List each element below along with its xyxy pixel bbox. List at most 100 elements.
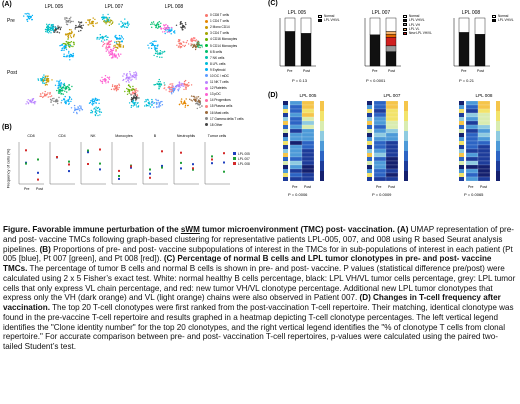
umap-legend-item: 6 B cells <box>205 49 261 55</box>
umap-point <box>107 42 110 44</box>
figure-caption: Figure. Favorable immune perturbation of… <box>3 225 517 352</box>
umap-point <box>105 50 107 52</box>
colorbar-segment <box>404 121 408 131</box>
umap-point <box>30 16 32 19</box>
umap-point <box>127 90 129 93</box>
bar-chart-007: Pre Post <box>359 16 403 76</box>
umap-point <box>132 105 134 107</box>
umap-point <box>97 114 99 117</box>
umap-point <box>151 98 153 101</box>
colorbar-segment <box>320 101 324 111</box>
dotplot-point <box>192 168 194 171</box>
umap-point <box>128 90 131 93</box>
umap-point <box>40 93 42 95</box>
umap-point <box>25 103 27 105</box>
umap-point <box>58 32 61 34</box>
umap-point <box>191 40 193 42</box>
umap-point <box>105 45 108 47</box>
heatmap-cell <box>373 112 387 118</box>
umap-point <box>185 23 187 26</box>
umap-point <box>125 78 127 80</box>
clone-id-swatch <box>283 141 288 145</box>
heatmap-cell <box>385 164 399 170</box>
bar-legend-005: Normal LPL VH/VL <box>318 14 340 23</box>
umap-point <box>185 41 187 44</box>
legend-label: LPL VH/VL <box>324 18 340 23</box>
umap-point <box>112 21 114 23</box>
umap-point <box>131 88 133 90</box>
umap-point <box>168 31 171 33</box>
umap-point <box>183 85 185 87</box>
umap-point <box>114 41 116 43</box>
umap-point <box>64 90 66 92</box>
umap-point <box>164 27 166 29</box>
umap-point <box>107 21 109 23</box>
umap-point <box>196 98 198 100</box>
umap-point <box>172 31 175 33</box>
clone-id-swatch <box>283 145 288 149</box>
umap-point <box>184 104 187 107</box>
panel-a-umap: (A) LPL 005 LPL 007 LPL 008 Pre Post 0 C… <box>0 0 262 127</box>
umap-point <box>113 86 116 88</box>
umap-point <box>151 21 153 24</box>
dotplot-point <box>68 170 70 173</box>
umap-point <box>107 77 110 79</box>
umap-point <box>183 102 185 104</box>
umap-point <box>63 49 65 51</box>
umap-point <box>98 38 100 40</box>
clone-id-swatch <box>283 129 288 133</box>
umap-point <box>199 97 201 100</box>
dotplot-point <box>87 149 89 152</box>
umap-point <box>25 13 28 15</box>
umap-col-title: LPL 008 <box>164 4 184 10</box>
caption-c-label: (C) Percentage of normal B cells and LPL… <box>3 254 492 273</box>
umap-point <box>116 43 118 46</box>
umap-point <box>52 29 54 31</box>
umap-legend-item: 16 Mast cells <box>205 110 261 116</box>
x-tick-label: Post <box>388 185 395 189</box>
umap-point <box>191 37 193 40</box>
heatmap-cell <box>301 124 315 130</box>
umap-point <box>178 40 180 42</box>
umap-point <box>42 82 44 84</box>
bar-segment <box>300 33 312 67</box>
umap-point <box>111 57 114 59</box>
clone-id-swatch <box>367 117 372 121</box>
umap-point <box>111 22 114 24</box>
umap-point <box>116 84 118 87</box>
umap-point <box>87 24 89 26</box>
legend-label: 3 CD4 T cells <box>210 31 230 36</box>
umap-point <box>78 26 81 28</box>
heatmap-cell <box>301 136 315 142</box>
umap-plot <box>140 66 208 118</box>
umap-point <box>74 28 76 30</box>
heatmap-cell <box>465 152 479 158</box>
colorbar-segment <box>320 131 324 141</box>
clone-id-swatch <box>283 161 288 165</box>
umap-point <box>55 100 57 102</box>
umap-point <box>54 100 56 102</box>
clone-id-swatch <box>283 105 288 109</box>
umap-point <box>107 80 109 83</box>
umap-point <box>108 78 111 80</box>
clone-id-swatch <box>283 137 288 141</box>
heatmap-cell <box>477 108 491 114</box>
umap-point <box>159 50 162 52</box>
umap-point <box>43 82 46 84</box>
umap-point <box>130 104 133 107</box>
umap-point <box>53 97 55 100</box>
umap-point <box>157 81 160 83</box>
umap-point <box>194 48 197 51</box>
legend-swatch <box>205 80 208 84</box>
heatmap-cell <box>289 172 303 178</box>
clone-id-swatch <box>367 169 372 173</box>
clone-id-swatch <box>367 173 372 177</box>
umap-point <box>153 84 155 86</box>
heatmap-cell <box>301 100 315 106</box>
umap-point <box>43 74 45 76</box>
umap-point <box>64 100 66 103</box>
umap-point <box>136 106 138 108</box>
umap-point <box>100 40 103 42</box>
umap-point <box>122 24 125 26</box>
umap-point <box>135 89 137 92</box>
